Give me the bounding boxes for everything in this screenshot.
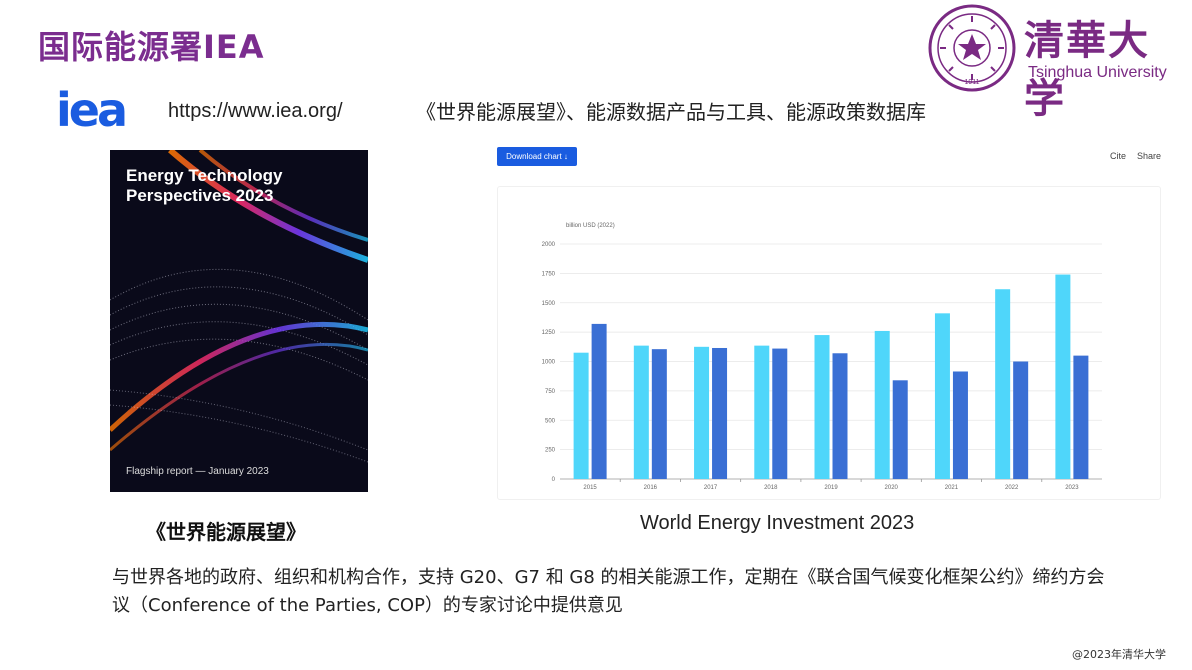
tsinghua-seal-icon: 1911 [928, 4, 1016, 92]
bar-series-2 [772, 348, 788, 479]
bar-series-1 [995, 289, 1011, 479]
chart-caption: World Energy Investment 2023 [640, 512, 915, 534]
chart-panel: billion USD (2022) 0 250 500 750 1000 1250 1500… [497, 186, 1161, 500]
y-tick-label: 1250 [542, 330, 556, 336]
description-text: 与世界各地的政府、组织和机构合作，支持 G20、G7 和 G8 的相关能源工作，… [112, 567, 1105, 616]
y-tick-label: 1750 [542, 271, 556, 277]
bar-series-1 [694, 346, 710, 479]
x-tick-label: 2018 [764, 485, 778, 491]
y-tick-label: 750 [545, 389, 556, 395]
x-tick-label: 2021 [945, 485, 959, 491]
bar-series-2 [952, 371, 968, 479]
report-cover-art [110, 150, 368, 463]
bar-series-2 [591, 323, 607, 479]
bar-series-2 [1013, 361, 1029, 479]
iea-products-text: 《世界能源展望》、能源数据产品与工具、能源政策数据库 [416, 100, 926, 124]
x-tick-label: 2020 [885, 485, 899, 491]
bar-series-1 [814, 335, 830, 479]
investment-bar-chart: billion USD (2022) 0 250 500 750 1000 1250 1500… [542, 223, 1102, 491]
y-tick-label: 250 [545, 448, 556, 454]
bar-series-2 [892, 380, 908, 479]
bar-series-2 [651, 349, 667, 479]
bar-series-1 [754, 345, 770, 479]
y-tick-label: 0 [552, 477, 556, 483]
svg-text:1911: 1911 [964, 79, 979, 86]
x-tick-label: 2023 [1065, 485, 1079, 491]
download-chart-button[interactable]: Download chart ↓ [497, 147, 577, 166]
bar-series-1 [573, 352, 589, 479]
x-tick-label: 2022 [1005, 485, 1019, 491]
x-tick-label: 2017 [704, 485, 718, 491]
tsinghua-english-name: Tsinghua University [1028, 64, 1167, 81]
iea-logo-icon: iea [56, 83, 128, 137]
report-cover-image: Energy Technology Perspectives 2023 Flag… [110, 150, 368, 492]
bar-series-1 [934, 313, 950, 479]
y-tick-label: 1000 [542, 360, 556, 366]
bar-series-2 [1073, 355, 1089, 479]
y-tick-label: 2000 [542, 242, 556, 248]
svg-text:iea: iea [56, 88, 125, 134]
iea-logo: iea [56, 83, 152, 138]
bar-series-1 [874, 330, 890, 479]
bar-series-1 [633, 345, 649, 479]
iea-url-link[interactable]: https://www.iea.org/ [168, 100, 343, 122]
bar-series-1 [1055, 274, 1071, 479]
bar-series-2 [832, 353, 848, 479]
bar-series-2 [712, 347, 728, 479]
share-link[interactable]: Share [1137, 151, 1162, 161]
report-caption: 《世界能源展望》 [146, 520, 306, 544]
cover-subtitle: Flagship report — January 2023 [126, 466, 269, 477]
tsinghua-calligraphy: 清華大学 [1024, 17, 1150, 122]
cite-link[interactable]: Cite [1110, 151, 1127, 161]
cover-title: Energy Technology Perspectives 2023 [126, 166, 283, 205]
footer-copyright: @2023年清华大学 [1072, 648, 1166, 661]
tsinghua-logo: 1911 清華大学 Tsinghua University [928, 4, 1188, 122]
x-tick-label: 2016 [644, 485, 658, 491]
page-title: 国际能源署IEA [38, 28, 265, 66]
x-tick-label: 2015 [583, 485, 597, 491]
y-axis-label: billion USD (2022) [566, 223, 615, 229]
y-tick-label: 1500 [542, 301, 556, 307]
y-tick-label: 500 [545, 418, 556, 424]
x-tick-label: 2019 [824, 485, 838, 491]
